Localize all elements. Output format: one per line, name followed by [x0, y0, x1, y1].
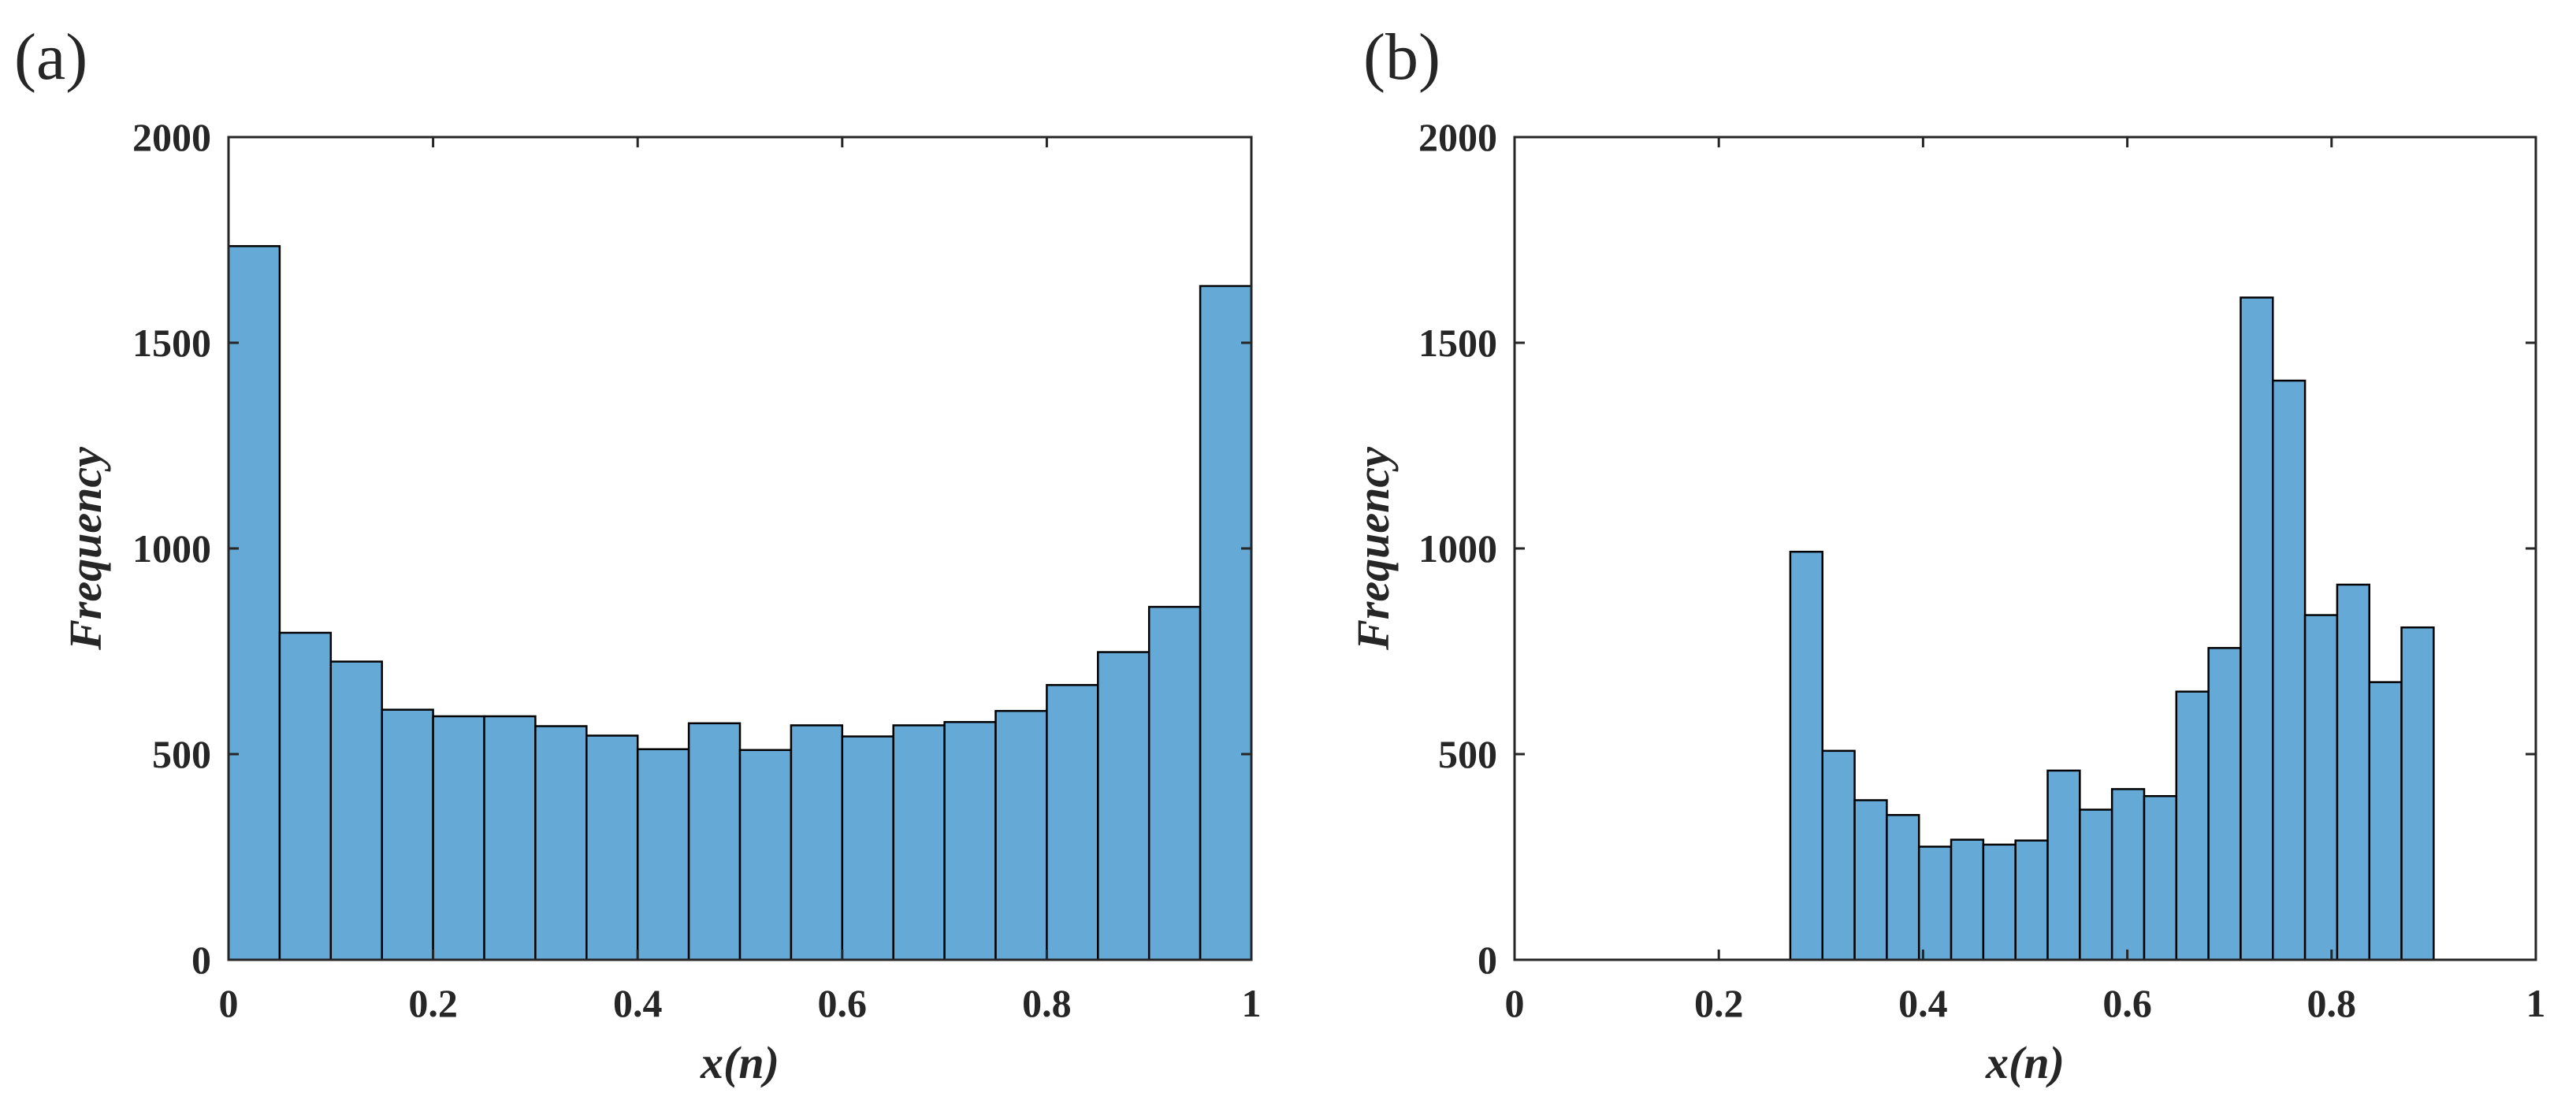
y-tick-label-b-2: 1000	[1418, 526, 1497, 571]
bar-b-1	[1821, 749, 1856, 961]
y-tick-label-a-1: 500	[152, 732, 211, 776]
bar-b-10	[2110, 788, 2146, 961]
bar-b-11	[2143, 794, 2178, 961]
y-tick-label-b-3: 1500	[1418, 321, 1497, 365]
bar-a-8	[636, 748, 690, 961]
bar-b-6	[1982, 843, 2017, 961]
bar-b-15	[2272, 379, 2307, 961]
bar-a-3	[381, 708, 434, 961]
bar-a-7	[585, 734, 639, 961]
bars-a	[227, 245, 1253, 961]
bar-a-13	[892, 724, 946, 961]
y-tick-label-a-0: 0	[191, 938, 211, 982]
bar-b-14	[2240, 296, 2274, 961]
bar-a-1	[278, 631, 333, 961]
bar-a-16	[1046, 684, 1099, 961]
bar-a-17	[1097, 651, 1150, 961]
bar-a-2	[329, 660, 383, 961]
bar-a-0	[227, 245, 281, 961]
y-axis-label-a: Frequency	[60, 447, 111, 651]
bar-a-10	[738, 749, 793, 961]
bar-b-19	[2400, 626, 2435, 961]
x-tick-label-b-1: 0.2	[1694, 981, 1744, 1025]
bar-a-4	[432, 715, 485, 961]
bar-a-15	[994, 709, 1048, 961]
bar-b-13	[2207, 647, 2242, 961]
bar-b-0	[1789, 550, 1823, 961]
bar-b-8	[2046, 769, 2081, 961]
bar-b-12	[2175, 690, 2210, 961]
x-tick-label-b-0: 0	[1505, 981, 1525, 1025]
bar-a-5	[483, 715, 537, 961]
x-tick-label-a-4: 0.8	[1022, 981, 1072, 1025]
bar-a-19	[1199, 284, 1253, 961]
x-tick-label-a-5: 1	[1242, 981, 1262, 1025]
x-tick-label-b-3: 0.6	[2102, 981, 2152, 1025]
y-axis-label-b: Frequency	[1347, 447, 1399, 651]
x-tick-label-b-4: 0.8	[2307, 981, 2357, 1025]
panel-label-b: (b)	[1363, 20, 1440, 94]
bar-b-16	[2303, 614, 2339, 961]
y-tick-label-a-3: 1500	[132, 321, 211, 365]
x-tick-label-a-0: 0	[219, 981, 239, 1025]
bar-a-14	[943, 721, 997, 961]
bar-a-18	[1147, 605, 1202, 961]
ticks-b: 0 0.2 0.4 0.6 0.8 1 0 500 1000 1500 2000	[1418, 115, 2546, 1025]
x-tick-label-b-5: 1	[2526, 981, 2546, 1025]
x-tick-label-a-2: 0.4	[613, 981, 663, 1025]
y-tick-label-a-4: 2000	[132, 115, 211, 159]
bar-a-6	[534, 725, 588, 961]
y-tick-label-a-2: 1000	[132, 526, 211, 571]
bar-b-3	[1886, 814, 1920, 961]
x-tick-label-a-3: 0.6	[818, 981, 868, 1025]
y-tick-label-b-0: 0	[1478, 938, 1497, 982]
panel-label-a: (a)	[14, 20, 87, 94]
bar-b-7	[2014, 839, 2049, 961]
x-tick-label-a-1: 0.2	[408, 981, 458, 1025]
x-axis-label-b: x(n)	[1985, 1037, 2065, 1088]
bar-b-9	[2079, 808, 2113, 961]
y-tick-label-b-4: 2000	[1418, 115, 1497, 159]
bar-a-9	[687, 722, 742, 961]
y-tick-label-b-1: 500	[1438, 732, 1497, 776]
x-axis-label-a: x(n)	[700, 1037, 779, 1088]
bar-a-11	[790, 724, 844, 961]
bar-b-4	[1917, 846, 1953, 961]
bar-a-12	[841, 735, 894, 961]
bar-b-5	[1950, 838, 1985, 961]
bars-b	[1789, 296, 2435, 961]
bar-b-2	[1853, 799, 1888, 961]
ticks-a: 0 0.2 0.4 0.6 0.8 1 0 500 1000 1500 2000	[132, 115, 1262, 1025]
bar-b-18	[2368, 681, 2403, 961]
bar-b-17	[2336, 583, 2371, 961]
x-tick-label-b-2: 0.4	[1898, 981, 1948, 1025]
